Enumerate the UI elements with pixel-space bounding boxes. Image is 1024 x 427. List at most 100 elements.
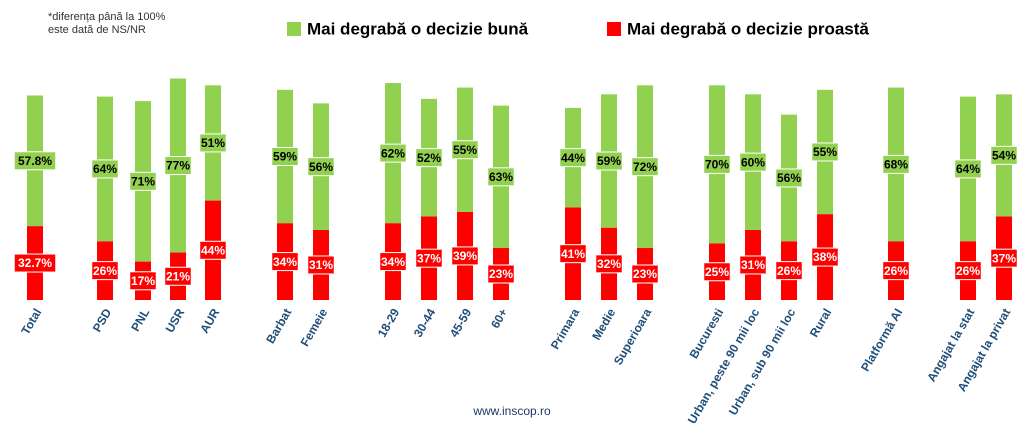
x-tick-label: 18-29 xyxy=(375,306,403,340)
label-bg xyxy=(739,152,767,172)
label-bg xyxy=(379,143,407,163)
label-bg xyxy=(631,264,659,284)
legend-swatch xyxy=(607,22,621,36)
value-label: 59% xyxy=(597,154,621,168)
label-bg xyxy=(451,246,479,266)
value-label: 54% xyxy=(992,149,1016,163)
label-bg xyxy=(811,247,839,267)
label-bg xyxy=(703,154,731,174)
x-tick-label: Platformă AI xyxy=(858,306,905,374)
label-bg xyxy=(91,261,119,281)
x-tick-label: 60+ xyxy=(488,306,510,331)
label-bg xyxy=(487,264,515,284)
label-bg xyxy=(199,133,227,153)
value-label: 41% xyxy=(561,247,585,261)
label-bg xyxy=(307,255,335,275)
label-bg xyxy=(164,156,192,176)
value-label: 21% xyxy=(166,269,190,283)
label-bg xyxy=(559,148,587,168)
x-tick-label: 45-59 xyxy=(447,306,475,340)
label-bg xyxy=(13,253,57,273)
x-tick-label: 30-44 xyxy=(411,306,439,340)
label-bg xyxy=(631,157,659,177)
x-tick-label: Superioara xyxy=(611,306,655,368)
value-label: 62% xyxy=(381,146,405,160)
x-tick-label: Bucuresti xyxy=(687,306,727,361)
value-label: 26% xyxy=(884,264,908,278)
value-label: 77% xyxy=(166,159,190,173)
label-bg xyxy=(164,266,192,286)
value-label: 56% xyxy=(777,171,801,185)
label-bg xyxy=(595,151,623,171)
value-label: 23% xyxy=(489,267,513,281)
x-tick-label: PSD xyxy=(90,306,115,335)
x-tick-label: AUR xyxy=(197,306,222,336)
value-label: 51% xyxy=(201,136,225,150)
value-label: 55% xyxy=(813,145,837,159)
value-label: 32% xyxy=(597,257,621,271)
label-bg xyxy=(990,145,1018,165)
label-bg xyxy=(882,154,910,174)
value-label: 64% xyxy=(93,162,117,176)
label-bg xyxy=(775,168,803,188)
value-label: 44% xyxy=(201,243,225,257)
x-tick-label: Primara xyxy=(548,306,583,352)
x-tick-label: Total xyxy=(18,306,44,337)
note: este dată de NS/NR xyxy=(48,24,146,36)
x-tick-label: Urban, sub 90 mii loc xyxy=(726,306,799,418)
value-label: 23% xyxy=(633,267,657,281)
x-tick-label: Medie xyxy=(589,306,618,343)
label-bg xyxy=(703,262,731,282)
value-label: 44% xyxy=(561,151,585,165)
x-tick-label: Femeie xyxy=(298,306,331,349)
label-bg xyxy=(954,159,982,179)
value-label: 39% xyxy=(453,249,477,263)
legend-swatch xyxy=(287,22,301,36)
note: *diferența până la 100% xyxy=(48,11,166,23)
value-label: 25% xyxy=(705,265,729,279)
label-bg xyxy=(307,157,335,177)
value-label: 34% xyxy=(273,255,297,269)
value-label: 63% xyxy=(489,170,513,184)
label-bg xyxy=(882,261,910,281)
label-bg xyxy=(775,261,803,281)
x-tick-label: USR xyxy=(163,306,188,335)
label-bg xyxy=(487,167,515,187)
x-tick-label: Barbat xyxy=(263,306,294,346)
label-bg xyxy=(415,248,443,268)
value-label: 26% xyxy=(956,264,980,278)
label-bg xyxy=(739,255,767,275)
label-bg xyxy=(199,240,227,260)
label-bg xyxy=(595,254,623,274)
label-bg xyxy=(13,151,57,171)
value-label: 64% xyxy=(956,162,980,176)
value-label: 70% xyxy=(705,158,729,172)
label-bg xyxy=(129,271,157,291)
value-label: 38% xyxy=(813,250,837,264)
value-label: 55% xyxy=(453,143,477,157)
value-label: 17% xyxy=(131,274,155,288)
value-label: 60% xyxy=(741,155,765,169)
label-bg xyxy=(129,171,157,191)
value-label: 26% xyxy=(777,264,801,278)
label-bg xyxy=(271,146,299,166)
value-label: 72% xyxy=(633,160,657,174)
x-tick-label: Rural xyxy=(807,306,834,340)
value-label: 37% xyxy=(992,251,1016,265)
value-label: 31% xyxy=(309,258,333,272)
label-bg xyxy=(271,252,299,272)
value-label: 59% xyxy=(273,150,297,164)
value-label: 31% xyxy=(741,258,765,272)
label-bg xyxy=(954,261,982,281)
label-bg xyxy=(415,148,443,168)
label-bg xyxy=(451,140,479,160)
value-label: 71% xyxy=(131,175,155,189)
label-bg xyxy=(91,159,119,179)
label-bg xyxy=(990,248,1018,268)
x-tick-label: PNL xyxy=(128,306,152,334)
label-bg xyxy=(811,142,839,162)
value-label: 68% xyxy=(884,158,908,172)
value-label: 34% xyxy=(381,255,405,269)
value-label: 37% xyxy=(417,251,441,265)
